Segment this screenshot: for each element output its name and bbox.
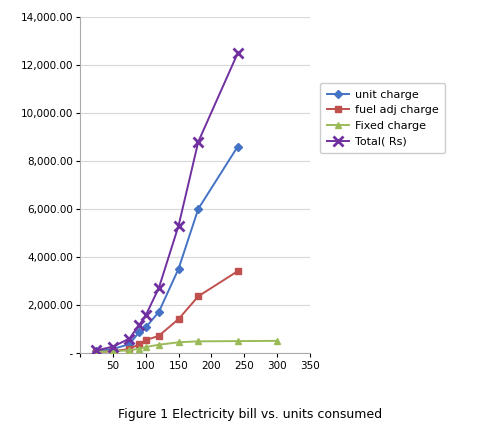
unit charge (126, 341, 132, 347)
Total( Rs) (176, 223, 182, 228)
fuel adj charge (156, 333, 162, 338)
Total( Rs) (142, 313, 148, 318)
Fixed charge (176, 340, 182, 345)
fuel adj charge (142, 338, 148, 343)
Fixed charge (274, 338, 280, 344)
Line: Fixed charge: Fixed charge (94, 338, 280, 355)
Total( Rs) (136, 322, 142, 328)
fuel adj charge (94, 350, 100, 355)
Total( Rs) (196, 139, 202, 144)
fuel adj charge (176, 316, 182, 322)
fuel adj charge (196, 294, 202, 299)
fuel adj charge (234, 269, 240, 274)
Fixed charge (94, 349, 100, 354)
Line: unit charge: unit charge (94, 144, 241, 354)
Fixed charge (136, 346, 142, 351)
Total( Rs) (234, 51, 240, 56)
fuel adj charge (110, 349, 116, 354)
Total( Rs) (126, 336, 132, 341)
Fixed charge (234, 338, 240, 344)
Fixed charge (196, 339, 202, 344)
unit charge (176, 266, 182, 271)
unit charge (94, 349, 100, 354)
unit charge (234, 144, 240, 149)
Fixed charge (126, 347, 132, 353)
Total( Rs) (110, 344, 116, 349)
Fixed charge (156, 342, 162, 347)
fuel adj charge (136, 341, 142, 347)
fuel adj charge (126, 347, 132, 352)
unit charge (136, 330, 142, 335)
Fixed charge (142, 344, 148, 350)
Total( Rs) (156, 286, 162, 291)
Legend: unit charge, fuel adj charge, Fixed charge, Total( Rs): unit charge, fuel adj charge, Fixed char… (320, 83, 445, 153)
unit charge (110, 347, 116, 352)
Line: fuel adj charge: fuel adj charge (94, 268, 241, 355)
Text: Figure 1 Electricity bill vs. units consumed: Figure 1 Electricity bill vs. units cons… (118, 408, 382, 421)
unit charge (142, 325, 148, 330)
unit charge (196, 206, 202, 212)
Total( Rs) (94, 348, 100, 353)
unit charge (156, 309, 162, 314)
Line: Total( Rs): Total( Rs) (92, 48, 242, 355)
Fixed charge (110, 349, 116, 354)
